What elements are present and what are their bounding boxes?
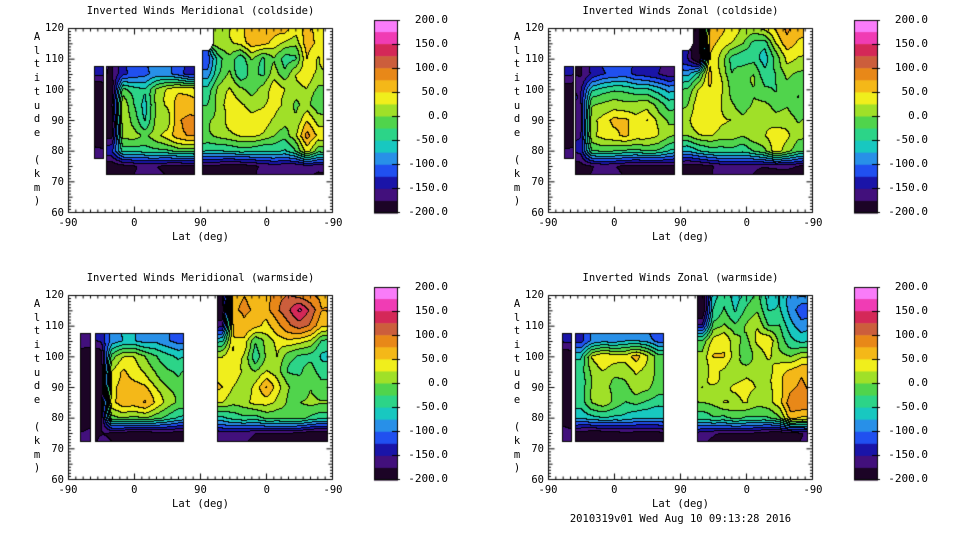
x-axis-label: Lat (deg) [172,498,229,510]
colorbar-tick-label: -150.0 [888,181,928,194]
y-tick-label: 110 [525,319,544,332]
x-tick-label: 90 [674,217,687,229]
y-tick-label: 60 [531,207,544,219]
colorbar-tick-label: -200.0 [408,472,448,485]
colorbar-tick-label: -200.0 [888,472,928,485]
x-tick-label: 0 [263,484,270,496]
timestamp: 2010319v01 Wed Aug 10 09:13:28 2016 [569,513,792,525]
panel-title: Inverted Winds Meridional (coldside) [86,5,315,17]
y-tick-label: 120 [525,22,544,34]
y-tick-label: 100 [45,350,64,363]
y-tick-label: 70 [531,443,544,456]
x-tick-label: -90 [58,484,78,496]
colorbar-tick-label: 200.0 [414,280,448,293]
y-tick-label: 90 [51,114,64,127]
y-tick-label: 80 [531,412,544,425]
colorbar-tick-label: -50.0 [414,400,448,413]
panel-title: Inverted Winds Zonal (coldside) [582,5,779,17]
y-tick-label: 60 [531,474,544,486]
colorbar-tick-label: 150.0 [414,304,448,317]
x-tick-label: 0 [611,217,618,229]
x-tick-label: -90 [58,217,78,229]
colorbar-tick-label: 150.0 [414,37,448,50]
y-tick-label: 80 [51,145,64,158]
colorbar-tick-label: 200.0 [894,13,928,26]
colorbar-tick-label: -100.0 [408,424,448,437]
y-tick-label: 120 [45,289,64,301]
y-tick-label: 60 [51,207,64,219]
colorbar-tick-label: 50.0 [421,85,449,98]
colorbar-tick-label: 200.0 [414,13,448,26]
colorbar-tick-label: 100.0 [894,328,928,341]
colorbar-tick-label: 0.0 [908,109,928,122]
y-tick-label: 120 [45,22,64,34]
x-tick-label: 0 [743,217,750,229]
y-tick-label: 120 [525,289,544,301]
x-tick-label: 0 [131,217,138,229]
x-tick-label: 0 [131,484,138,496]
y-tick-label: 90 [531,381,544,394]
x-axis-label: Lat (deg) [652,498,709,510]
colorbar-tick-label: 150.0 [894,37,928,50]
colorbar-tick-label: 50.0 [901,85,929,98]
colorbar-tick-label: -100.0 [888,424,928,437]
x-tick-label: -90 [538,484,558,496]
x-tick-label: 90 [194,484,207,496]
colorbar-tick-label: -50.0 [894,133,928,146]
x-tick-label: 0 [263,217,270,229]
y-tick-label: 70 [531,176,544,189]
colorbar-tick-label: -200.0 [888,205,928,218]
x-axis-label: Lat (deg) [172,231,229,243]
x-tick-label: 0 [611,484,618,496]
y-tick-label: 100 [525,83,544,96]
y-tick-label: 80 [531,145,544,158]
x-axis-label: Lat (deg) [652,231,709,243]
colorbar-tick-label: 0.0 [428,376,448,389]
colorbar-tick-label: 50.0 [421,352,449,365]
colorbar-tick-label: -50.0 [414,133,448,146]
y-axis-label: A l t i t u d e ( k m ) [513,31,521,208]
y-tick-label: 80 [51,412,64,425]
y-tick-label: 70 [51,176,64,189]
x-tick-label: 0 [743,484,750,496]
y-tick-label: 100 [45,83,64,96]
colorbar-tick-label: 200.0 [894,280,928,293]
y-tick-label: 110 [525,52,544,65]
colorbar-tick-label: -200.0 [408,205,448,218]
y-axis-label: A l t i t u d e ( k m ) [513,298,521,475]
y-tick-label: 110 [45,319,64,332]
colorbar-tick-label: 100.0 [414,328,448,341]
colorbar-tick-label: -100.0 [408,157,448,170]
y-tick-label: 110 [45,52,64,65]
y-axis-label: A l t i t u d e ( k m ) [33,298,41,475]
x-tick-label: 90 [674,484,687,496]
colorbar-tick-label: 100.0 [894,61,928,74]
colorbar-tick-label: 50.0 [901,352,929,365]
y-tick-label: 90 [531,114,544,127]
colorbar-tick-label: 0.0 [428,109,448,122]
colorbar-tick-label: 0.0 [908,376,928,389]
y-tick-label: 70 [51,443,64,456]
x-tick-label: -90 [803,484,823,496]
colorbar-tick-label: 150.0 [894,304,928,317]
x-tick-label: -90 [803,217,823,229]
panel-title: Inverted Winds Meridional (warmside) [86,272,315,284]
x-tick-label: -90 [323,217,343,229]
y-tick-label: 100 [525,350,544,363]
y-tick-label: 90 [51,381,64,394]
x-tick-label: -90 [538,217,558,229]
colorbar-tick-label: -150.0 [408,448,448,461]
x-tick-label: 90 [194,217,207,229]
colorbar-tick-label: -50.0 [894,400,928,413]
y-axis-label: A l t i t u d e ( k m ) [33,31,41,208]
x-tick-label: -90 [323,484,343,496]
colorbar-tick-label: -100.0 [888,157,928,170]
y-tick-label: 60 [51,474,64,486]
colorbar-tick-label: -150.0 [408,181,448,194]
panel-title: Inverted Winds Zonal (warmside) [582,272,779,284]
colorbar-tick-label: -150.0 [888,448,928,461]
colorbar-tick-label: 100.0 [414,61,448,74]
